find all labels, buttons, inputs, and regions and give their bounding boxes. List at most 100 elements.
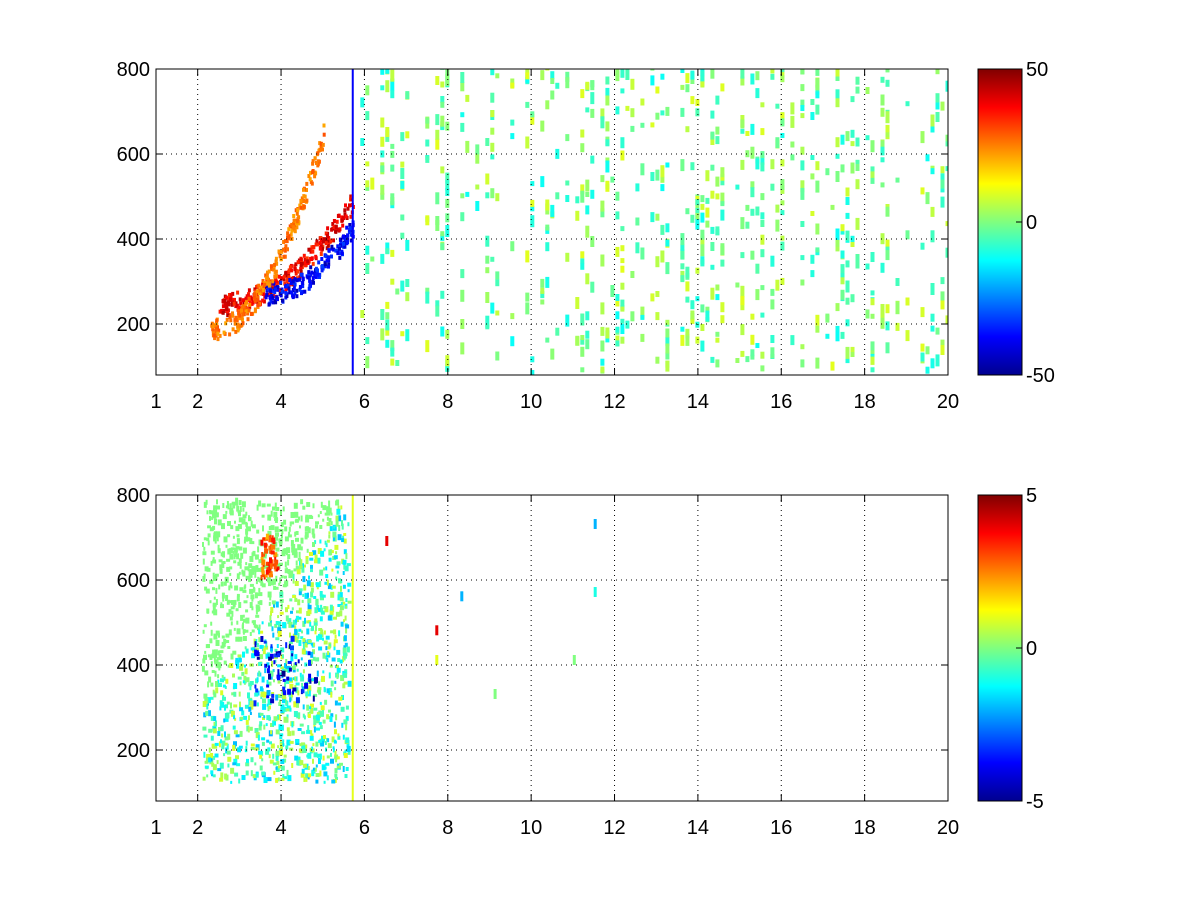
heatmap-cell	[715, 126, 720, 135]
heatmap-cell	[905, 330, 910, 342]
heatmap-cell	[580, 129, 585, 138]
heatmap-cell	[228, 297, 232, 302]
heatmap-cell	[302, 713, 305, 718]
heatmap-cell	[331, 568, 334, 572]
heatmap-cell	[319, 569, 324, 576]
heatmap-cell	[238, 778, 241, 784]
heatmap-cell	[221, 310, 225, 315]
heatmap-cell	[870, 177, 875, 184]
heatmap-cell	[212, 728, 217, 734]
heatmap-cell	[217, 731, 221, 736]
heatmap-cell	[302, 620, 306, 627]
heatmap-cell	[250, 594, 255, 600]
heatmap-cell	[321, 244, 325, 249]
heatmap-cell	[307, 714, 311, 718]
heatmap-cell	[650, 122, 655, 128]
heatmap-cell	[710, 287, 715, 300]
heatmap-cell	[254, 762, 257, 766]
heatmap-cell	[316, 159, 320, 164]
heatmap-cell	[262, 564, 267, 569]
heatmap-cell	[349, 214, 353, 219]
heatmap-cell	[326, 516, 329, 521]
heatmap-cell	[227, 664, 230, 668]
heatmap-cell	[254, 692, 259, 697]
heatmap-cell	[344, 203, 347, 208]
heatmap-cell	[321, 675, 325, 682]
heatmap-cell	[258, 724, 262, 731]
heatmap-cell	[295, 697, 300, 704]
heatmap-cell	[530, 111, 535, 118]
heatmap-cell	[248, 569, 252, 576]
heatmap-cell	[329, 716, 333, 722]
heatmap-cell	[555, 82, 560, 89]
heatmap-cell	[271, 626, 274, 632]
heatmap-cell	[280, 666, 285, 670]
heatmap-cell	[261, 758, 264, 762]
heatmap-cell	[625, 320, 630, 329]
heatmap-cell	[269, 620, 272, 623]
heatmap-cell	[287, 731, 292, 737]
heatmap-cell	[318, 275, 321, 279]
heatmap-cell	[205, 710, 209, 716]
heatmap-cell	[282, 240, 286, 244]
heatmap-cell	[329, 664, 333, 668]
heatmap-cell	[340, 505, 343, 510]
heatmap-cell	[202, 542, 204, 547]
heatmap-cell	[490, 110, 495, 118]
heatmap-cell	[202, 701, 207, 707]
heatmap-cell	[258, 587, 261, 594]
heatmap-cell	[290, 222, 294, 227]
heatmap-cell	[244, 646, 247, 650]
heatmap-cell	[265, 653, 268, 659]
heatmap-cell	[440, 125, 445, 131]
heatmap-cell	[275, 273, 278, 278]
heatmap-cell	[296, 208, 300, 213]
heatmap-cell	[234, 315, 238, 320]
heatmap-cell	[220, 701, 225, 708]
heatmap-cell	[298, 551, 301, 558]
heatmap-cell	[292, 619, 297, 625]
y-tick-label: 200	[117, 314, 150, 336]
heatmap-cell	[840, 277, 845, 285]
heatmap-cell	[525, 302, 530, 315]
heatmap-cell	[740, 296, 745, 305]
heatmap-cell	[320, 550, 325, 557]
heatmap-cell	[233, 741, 237, 747]
heatmap-cell	[800, 255, 805, 261]
heatmap-cell	[229, 572, 232, 576]
heatmap-cell	[214, 512, 219, 518]
heatmap-cell	[655, 169, 660, 181]
heatmap-cell	[256, 303, 260, 308]
heatmap-cell	[326, 226, 330, 231]
heatmap-cell	[326, 775, 329, 781]
colorbar: 50-5	[977, 485, 1044, 813]
heatmap-cell	[685, 266, 690, 278]
heatmap-cell	[810, 254, 815, 264]
heatmap-cell	[259, 644, 263, 649]
heatmap-cell	[316, 272, 320, 277]
heatmap-cell	[235, 608, 239, 612]
heatmap-cell	[330, 752, 332, 757]
heatmap-cell	[920, 352, 925, 362]
heatmap-cell	[525, 72, 530, 80]
heatmap-cell	[228, 332, 232, 337]
heatmap-cell	[257, 283, 261, 288]
heatmap-cell	[256, 677, 259, 683]
heatmap-cell	[460, 342, 465, 355]
heatmap-cell	[338, 251, 342, 256]
heatmap-cell	[305, 188, 308, 192]
heatmap-cell	[530, 215, 535, 228]
heatmap-cell	[311, 249, 315, 254]
heatmap-cell	[322, 132, 326, 137]
heatmap-cell	[590, 189, 595, 199]
heatmap-cell	[205, 702, 209, 706]
heatmap-cell	[230, 525, 234, 530]
heatmap-cell	[278, 765, 282, 769]
heatmap-cell	[339, 762, 343, 766]
colorbar-tick-label: 0	[1026, 212, 1037, 234]
heatmap-cell	[326, 755, 330, 759]
heatmap-cell	[291, 279, 295, 284]
heatmap-cell	[880, 182, 885, 188]
heatmap-cell	[223, 753, 226, 757]
heatmap-cell	[307, 598, 312, 604]
